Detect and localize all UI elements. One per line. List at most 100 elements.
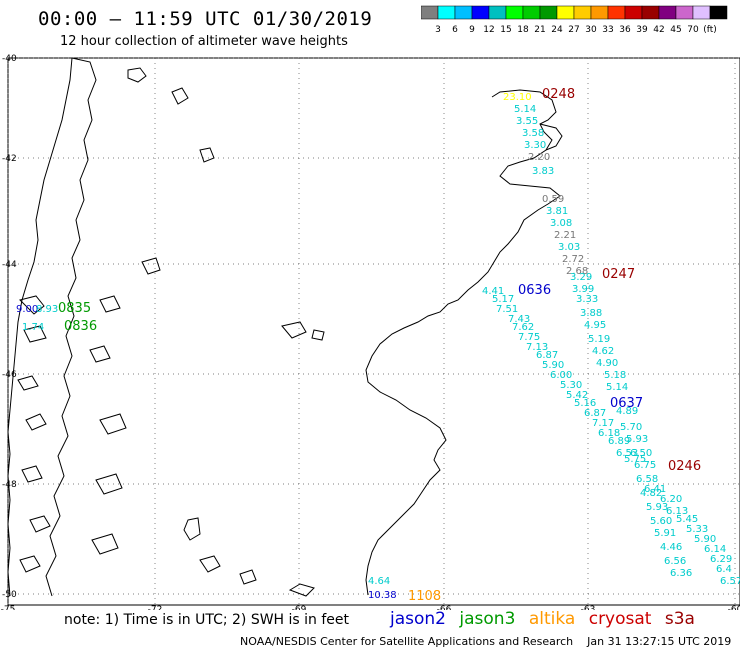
sat-s3a: s3a <box>664 609 695 629</box>
lat-label: -44 <box>2 260 17 270</box>
wave-height-value: 4.46 <box>660 542 682 553</box>
wave-height-value: 5.60 <box>650 516 672 527</box>
legend-label: 36 <box>619 25 631 35</box>
wave-height-value: 4.90 <box>596 358 618 369</box>
legend-label: 39 <box>636 25 648 35</box>
pass-time-label: 0636 <box>518 283 551 298</box>
pass-time-label: 0246 <box>668 459 701 474</box>
wave-height-value: 6.41 <box>644 484 666 495</box>
pass-time-label: 0836 <box>64 319 97 334</box>
wave-height-value: 23.10 <box>503 92 532 103</box>
wave-height-value: 5.90 <box>542 360 564 371</box>
sat-altika: altika <box>528 609 576 629</box>
credit-line: NOAA/NESDIS Center for Satellite Applica… <box>240 635 731 648</box>
wave-height-value: 3.83 <box>532 166 554 177</box>
legend-label: 18 <box>517 25 529 35</box>
wave-height-value: 5.17 <box>492 294 514 305</box>
map-subtitle: 12 hour collection of altimeter wave hei… <box>60 34 348 49</box>
legend-label: 9 <box>469 25 475 35</box>
wave-height-value: 3.99 <box>572 284 594 295</box>
wave-height-value: 5.16 <box>574 398 596 409</box>
pass-time-label: 0247 <box>602 267 635 282</box>
lon-label: -60 <box>728 605 740 610</box>
wave-height-value: 9.00 <box>16 304 38 315</box>
axis-labels: -40 -42 -44 -46 -48 -50 -75 -72 -69 -66 -63 -60 <box>1 54 740 610</box>
legend-label: 24 <box>551 25 563 35</box>
wave-height-value: 5.18 <box>604 370 626 381</box>
wave-height-value: 3.81 <box>546 206 568 217</box>
wave-height-value: 6.00 <box>550 370 572 381</box>
wave-height-value: 8.93 <box>36 304 58 315</box>
wave-height-value: 5.91 <box>654 528 676 539</box>
timestamp: Jan 31 13:27:15 UTC 2019 <box>587 635 732 648</box>
wave-height-value: 7.62 <box>512 322 534 333</box>
wave-height-value: 3.88 <box>580 308 602 319</box>
color-legend: 3 6 9 12 15 18 21 24 27 30 33 36 39 42 45 70 (ft) <box>421 5 728 35</box>
legend-label: 21 <box>534 25 545 35</box>
wave-height-value: 6.53 <box>616 448 638 459</box>
lat-label: -50 <box>2 590 17 600</box>
wave-height-value: 6.36 <box>670 568 692 579</box>
wave-height-value: 5.75 <box>624 454 646 465</box>
legend-label: 3 <box>435 25 441 35</box>
wave-height-value: 6.50 <box>630 448 652 459</box>
legend-label: 15 <box>500 25 511 35</box>
wave-height-value: 5.30 <box>560 380 582 391</box>
wave-height-map: 23.105.143.553.583.302.203.830.593.813.0… <box>1 54 740 610</box>
legend-label: 42 <box>653 25 664 35</box>
pass-time-label: 1108 <box>408 589 441 604</box>
legend-label: 45 <box>670 25 681 35</box>
wave-height-value: 5.42 <box>566 390 588 401</box>
wave-height-value: 5.93 <box>626 434 648 445</box>
note-text: note: 1) Time is in UTC; 2) SWH is in fe… <box>64 612 350 628</box>
legend-label: 12 <box>483 25 494 35</box>
wave-height-value: 5.14 <box>514 104 536 115</box>
wave-height-value: 3.03 <box>558 242 580 253</box>
wave-height-value: 6.58 <box>636 474 658 485</box>
wave-height-value: 4.95 <box>584 320 606 331</box>
legend-label: 33 <box>602 25 613 35</box>
wave-height-value: 4.41 <box>482 286 504 297</box>
lon-label: -63 <box>581 605 596 610</box>
wave-height-value: 2.72 <box>562 254 584 265</box>
wave-height-value: 6.18 <box>598 428 620 439</box>
lon-label: -75 <box>1 605 16 610</box>
wave-height-value: 5.70 <box>620 422 642 433</box>
wave-height-value: 5.19 <box>588 334 610 345</box>
sat-jason2: jason2 <box>390 609 446 629</box>
wave-height-value: 6.14 <box>704 544 726 555</box>
lon-label: -72 <box>148 605 163 610</box>
wave-height-value: 5.90 <box>694 534 716 545</box>
wave-height-value: 7.13 <box>526 342 548 353</box>
wave-height-value: 4.89 <box>616 406 638 417</box>
wave-height-value: 5.14 <box>606 382 628 393</box>
lat-label: -46 <box>2 370 17 380</box>
legend-label: (ft) <box>703 25 717 35</box>
wave-height-value: 7.17 <box>592 418 614 429</box>
wave-height-value: 10.38 <box>368 590 397 601</box>
wave-height-value: 2.68 <box>566 266 588 277</box>
map-title: 00:00 – 11:59 UTC 01/30/2019 <box>38 8 373 30</box>
lat-label: -42 <box>2 154 17 164</box>
wave-height-labels: 23.105.143.553.583.302.203.830.593.813.0… <box>16 92 740 601</box>
wave-height-value: 5.45 <box>676 514 698 525</box>
wave-height-value: 0.59 <box>542 194 564 205</box>
credit-text: NOAA/NESDIS Center for Satellite Applica… <box>240 635 574 648</box>
wave-height-value: 3.08 <box>550 218 572 229</box>
wave-height-value: 3.58 <box>522 128 544 139</box>
wave-height-value: 6.56 <box>664 556 686 567</box>
legend-label: 70 <box>687 25 699 35</box>
wave-height-value: 4.62 <box>592 346 614 357</box>
wave-height-value: 2.21 <box>554 230 576 241</box>
wave-height-value: 6.75 <box>634 460 656 471</box>
wave-height-value: 6.13 <box>666 506 688 517</box>
pass-time-label: 0835 <box>58 301 91 316</box>
wave-height-value: 6.87 <box>584 408 606 419</box>
wave-height-value: 6.29 <box>710 554 732 565</box>
legend-label: 27 <box>568 25 579 35</box>
wave-height-value: 3.30 <box>524 140 546 151</box>
wave-height-value: 7.51 <box>496 304 518 315</box>
wave-height-value: 6.89 <box>608 436 630 447</box>
chile-coastline <box>7 57 127 597</box>
wave-height-value: 3.33 <box>576 294 598 305</box>
